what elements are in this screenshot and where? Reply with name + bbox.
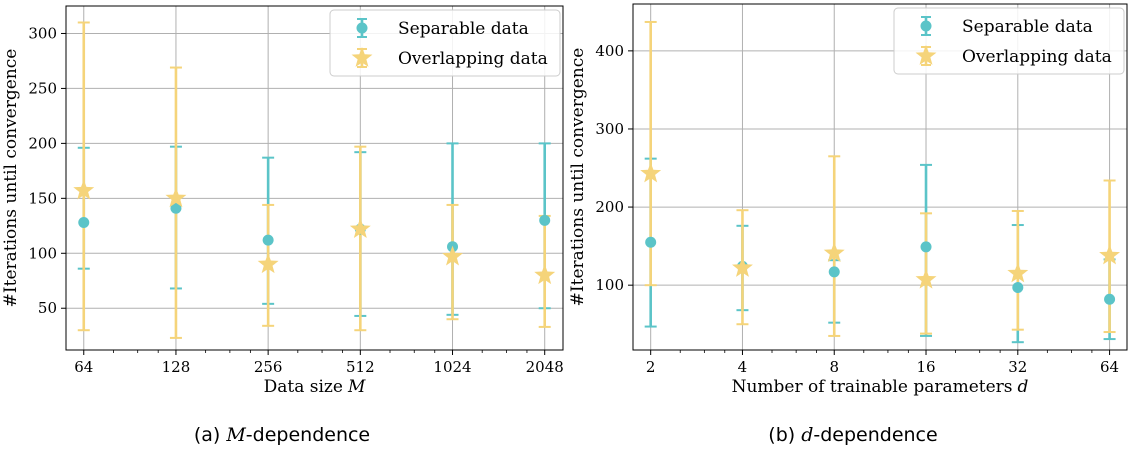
y-tick-label-b: 400 (595, 42, 624, 60)
star-point-b (640, 162, 662, 183)
y-axis-label-b: #Iterations until convergence (568, 48, 588, 307)
x-tick-label-b: 16 (916, 358, 935, 376)
markers-overlapping-b (640, 162, 1121, 289)
x-axis-label-b: Number of trainable parameters d (732, 377, 1029, 397)
y-tick-label-a: 200 (28, 134, 57, 152)
y-tick-label-a: 50 (38, 299, 57, 317)
y-tick-label-a: 300 (28, 24, 57, 42)
series-layer-b (640, 20, 1121, 344)
caption-b-rest: -dependence (813, 424, 937, 446)
legend-label-b: Overlapping data (962, 47, 1112, 67)
tick-layer-a: 64 128 256 512 1024 2048 50 100 150 200 250 300 (28, 24, 563, 376)
circle-point-b (1012, 282, 1024, 294)
x-tick-label-a: 2048 (526, 358, 564, 376)
y-tick-label-b: 100 (595, 276, 624, 294)
y-tick-label-b: 300 (595, 120, 624, 138)
x-tick-label-b: 8 (829, 358, 839, 376)
x-tick-label-b: 64 (1100, 358, 1119, 376)
panel-a: 64 128 256 512 1024 2048 50 100 150 200 250 300 #It… (1, 5, 564, 397)
series-layer-a (73, 21, 556, 339)
x-tick-label-b: 4 (738, 358, 748, 376)
legend-box-a (329, 9, 561, 77)
legend-a: Separable data Overlapping data (329, 9, 561, 77)
star-point-b (915, 268, 937, 289)
x-tick-label-a: 64 (74, 358, 93, 376)
y-tick-label-a: 100 (28, 244, 57, 262)
x-axis-label-text-a: Data size (264, 377, 343, 397)
legend-label-b: Separable data (962, 17, 1093, 37)
star-point-b (732, 256, 753, 277)
star-point-b (1007, 262, 1029, 283)
x-axis-label-var-b: d (1018, 377, 1029, 397)
y-axis-label-a: #Iterations until convergence (1, 49, 21, 308)
caption-a-var: M (225, 424, 246, 446)
legend-circle-icon-a (356, 22, 368, 34)
circle-point-a (170, 202, 182, 214)
legend-b: Separable data Overlapping data (893, 7, 1125, 75)
circle-point-a (78, 217, 90, 229)
x-tick-label-a: 256 (254, 358, 283, 376)
plot-frame-a (65, 5, 564, 351)
x-axis-label-text-b: Number of trainable parameters (732, 377, 1013, 397)
legend-circle-icon-b (920, 20, 932, 32)
x-axis-label-var-a: M (347, 377, 366, 397)
star-point-a (349, 218, 371, 238)
series-separable-b (644, 157, 1116, 344)
legend-box-b (893, 7, 1125, 75)
star-point-a (534, 264, 556, 285)
legend-label-a: Overlapping data (398, 49, 548, 69)
caption-a-label: (a) (194, 424, 220, 446)
markers-separable-b (645, 236, 1116, 305)
circle-point-b (920, 241, 932, 253)
circle-point-a (262, 234, 274, 246)
caption-a: (a) M-dependence (194, 424, 370, 446)
star-point-b (1099, 244, 1121, 265)
caption-b: (b) d-dependence (768, 424, 937, 446)
plot-frame-b (632, 3, 1128, 351)
markers-overlapping-a (73, 179, 556, 285)
legend-star-icon-a (351, 47, 373, 67)
markers-separable-a (78, 202, 551, 253)
x-tick-label-a: 1024 (433, 358, 471, 376)
star-point-b (823, 242, 845, 263)
star-point-a (165, 187, 187, 208)
caption-b-var: d (801, 424, 813, 446)
circle-point-a (539, 214, 551, 226)
tick-layer-b: 2 4 8 16 32 64 100 200 300 400 (595, 42, 1119, 376)
y-tick-label-b: 200 (595, 198, 624, 216)
star-point-a (257, 253, 279, 274)
legend-label-a: Separable data (398, 19, 529, 39)
y-tick-label-a: 250 (28, 79, 57, 97)
x-tick-label-b: 32 (1008, 358, 1027, 376)
y-tick-label-a: 150 (28, 189, 57, 207)
caption-a-rest: -dependence (246, 424, 370, 446)
star-point-a (442, 245, 463, 266)
circle-point-b (828, 266, 840, 278)
series-separable-a (77, 142, 551, 317)
x-axis-label-a: Data size M (264, 377, 366, 397)
x-tick-label-b: 2 (646, 358, 656, 376)
panel-b: 2 4 8 16 32 64 100 200 300 400 #Iterations until … (568, 3, 1128, 397)
circle-point-b (1104, 293, 1116, 305)
x-tick-label-a: 128 (162, 358, 191, 376)
circle-point-b (645, 236, 657, 248)
caption-b-label: (b) (768, 424, 795, 446)
x-tick-label-a: 512 (346, 358, 375, 376)
star-point-a (73, 179, 95, 200)
legend-star-icon-b (915, 45, 937, 65)
